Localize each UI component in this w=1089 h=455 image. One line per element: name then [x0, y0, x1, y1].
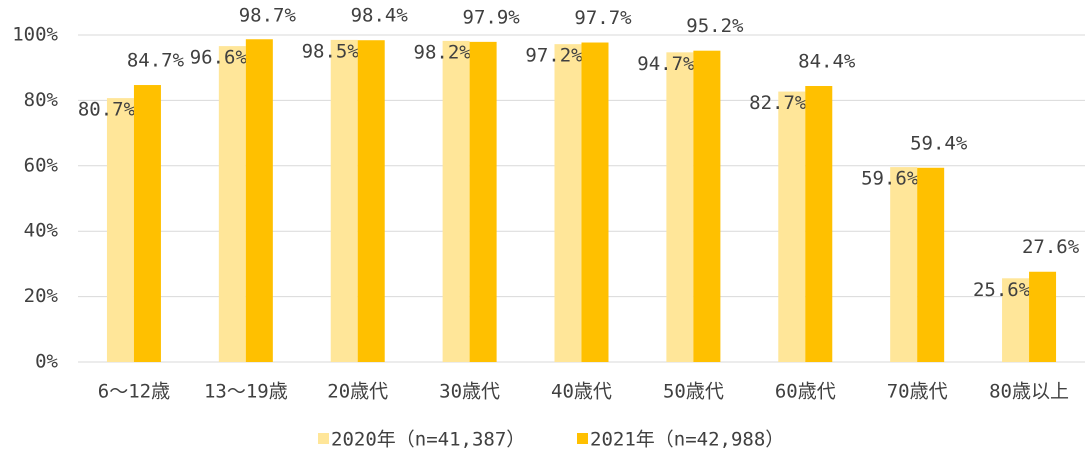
data-label: 98.5% [302, 40, 360, 62]
bar [330, 39, 358, 362]
data-label: 84.4% [798, 51, 856, 73]
data-label: 84.7% [127, 50, 185, 72]
x-tick-label: 70歳代 [887, 381, 948, 403]
data-label: 98.2% [414, 41, 472, 63]
bar [133, 85, 161, 362]
bar [666, 52, 694, 363]
data-label: 59.6% [861, 168, 919, 190]
x-tick-label: 40歳代 [551, 381, 612, 403]
legend-label: 2020年（n=41,387） [331, 429, 525, 451]
bar [581, 42, 609, 363]
y-tick-label: 60% [24, 154, 59, 176]
bar [805, 86, 833, 363]
bar [442, 40, 470, 363]
bar [778, 91, 806, 363]
x-tick-label: 30歳代 [439, 381, 500, 403]
data-label: 96.6% [190, 47, 248, 69]
data-label: 80.7% [78, 99, 136, 121]
legend-swatch [577, 433, 588, 444]
data-label: 97.9% [463, 6, 521, 28]
bar [1029, 271, 1057, 362]
bar [106, 98, 134, 363]
x-tick-label: 6～12歳 [98, 381, 170, 403]
data-label: 97.2% [525, 45, 583, 67]
data-label: 82.7% [749, 92, 807, 114]
bar [1002, 278, 1030, 362]
y-tick-label: 100% [12, 24, 58, 46]
y-tick-label: 40% [24, 220, 59, 242]
y-tick-label: 80% [24, 89, 59, 111]
y-tick-label: 20% [24, 285, 59, 307]
data-label: 95.2% [686, 15, 744, 37]
x-tick-label: 50歳代 [663, 381, 724, 403]
data-label: 98.4% [351, 5, 409, 27]
data-label: 98.7% [239, 5, 297, 27]
x-tick-label: 80歳以上 [989, 381, 1069, 403]
data-label: 27.6% [1022, 236, 1080, 258]
bar [357, 40, 385, 363]
bar [245, 39, 273, 362]
data-label: 25.6% [973, 279, 1031, 301]
bar [890, 167, 918, 362]
x-tick-label: 60歳代 [775, 381, 836, 403]
y-tick-label: 0% [35, 351, 58, 373]
x-tick-label: 13～19歳 [204, 381, 288, 403]
x-tick-label: 20歳代 [327, 381, 388, 403]
bar [693, 50, 721, 363]
data-label: 97.7% [574, 7, 632, 29]
bar [917, 167, 945, 362]
bar [218, 46, 246, 362]
legend-swatch [318, 433, 329, 444]
data-label: 94.7% [637, 53, 695, 75]
bar [469, 41, 497, 362]
data-label: 59.4% [910, 132, 968, 154]
bar [554, 44, 582, 362]
legend-label: 2021年（n=42,988） [590, 429, 784, 451]
